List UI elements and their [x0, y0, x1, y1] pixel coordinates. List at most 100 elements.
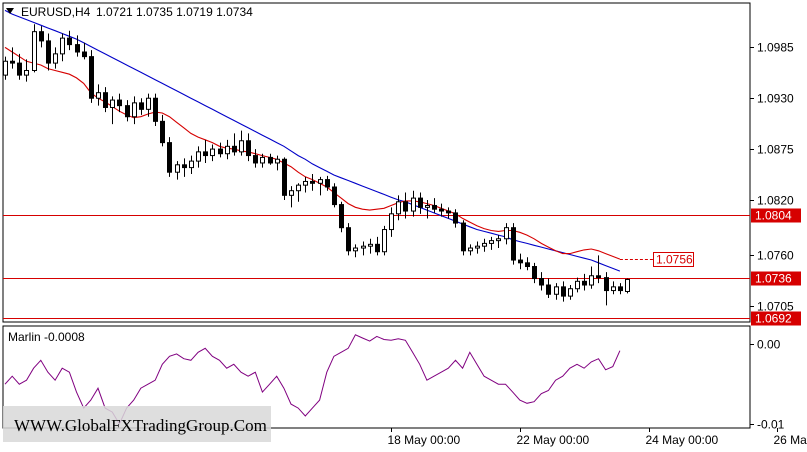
candle[interactable]: [539, 272, 544, 291]
candle[interactable]: [625, 278, 630, 294]
candle[interactable]: [346, 223, 351, 256]
candle[interactable]: [303, 176, 308, 193]
candle[interactable]: [518, 253, 523, 270]
candle[interactable]: [232, 133, 237, 156]
candle[interactable]: [210, 144, 215, 162]
candle[interactable]: [203, 139, 208, 163]
candle[interactable]: [125, 100, 130, 122]
candle[interactable]: [117, 93, 122, 113]
price-tick-label: 1.0760: [757, 249, 794, 263]
candle-body-bear: [75, 44, 80, 53]
candle[interactable]: [10, 47, 15, 69]
candle[interactable]: [189, 155, 194, 175]
candle[interactable]: [368, 238, 373, 254]
candle-body-bear: [525, 262, 530, 268]
candle-body-bear: [17, 62, 22, 76]
candle[interactable]: [382, 225, 387, 256]
candle[interactable]: [175, 161, 180, 180]
candle[interactable]: [339, 201, 344, 233]
candle[interactable]: [75, 35, 80, 57]
candle[interactable]: [418, 192, 423, 214]
candle[interactable]: [361, 241, 366, 256]
candle[interactable]: [439, 203, 444, 217]
candle[interactable]: [225, 139, 230, 160]
candle[interactable]: [89, 50, 94, 103]
candle[interactable]: [196, 146, 201, 168]
candle[interactable]: [39, 26, 44, 48]
candle[interactable]: [182, 158, 187, 177]
candle[interactable]: [411, 190, 416, 217]
candle[interactable]: [132, 96, 137, 125]
candle[interactable]: [403, 192, 408, 219]
candle[interactable]: [525, 257, 530, 271]
candle-body-bear: [539, 278, 544, 286]
candle[interactable]: [103, 87, 108, 113]
candle[interactable]: [475, 241, 480, 254]
candle[interactable]: [396, 195, 401, 221]
candle[interactable]: [296, 183, 301, 202]
candle[interactable]: [153, 93, 158, 126]
candle[interactable]: [110, 96, 115, 125]
candle[interactable]: [446, 207, 451, 219]
candle[interactable]: [310, 174, 315, 191]
candle[interactable]: [246, 133, 251, 162]
candle[interactable]: [253, 149, 258, 168]
candle[interactable]: [146, 93, 151, 117]
candle[interactable]: [3, 56, 8, 80]
candle-body-bear: [268, 156, 273, 164]
candle-body-bear: [10, 60, 15, 64]
candle[interactable]: [554, 283, 559, 300]
candle[interactable]: [618, 283, 623, 295]
candle[interactable]: [318, 176, 323, 196]
candle-body-bear: [125, 105, 130, 118]
candle[interactable]: [160, 114, 165, 147]
candle[interactable]: [239, 130, 244, 156]
candle[interactable]: [532, 262, 537, 284]
candle[interactable]: [596, 255, 601, 284]
candle[interactable]: [24, 59, 29, 82]
candle[interactable]: [432, 198, 437, 213]
candle[interactable]: [260, 153, 265, 168]
candle[interactable]: [453, 209, 458, 228]
candle[interactable]: [511, 223, 516, 265]
candle[interactable]: [96, 84, 101, 106]
candle[interactable]: [468, 244, 473, 256]
candle[interactable]: [82, 42, 87, 60]
candle[interactable]: [268, 153, 273, 165]
candle[interactable]: [546, 278, 551, 298]
candle[interactable]: [139, 98, 144, 115]
candle[interactable]: [53, 47, 58, 69]
collapse-triangle-icon[interactable]: [6, 8, 14, 14]
candle[interactable]: [353, 244, 358, 258]
candle[interactable]: [325, 175, 330, 191]
candle[interactable]: [289, 186, 294, 208]
candle[interactable]: [389, 207, 394, 237]
candle[interactable]: [332, 183, 337, 208]
candle[interactable]: [604, 272, 609, 306]
candle-body-bull: [382, 229, 387, 253]
candle[interactable]: [496, 235, 501, 249]
candle[interactable]: [282, 157, 287, 200]
candle[interactable]: [504, 223, 509, 245]
candle[interactable]: [611, 281, 616, 295]
candle[interactable]: [60, 33, 65, 62]
candle[interactable]: [46, 33, 51, 71]
candle[interactable]: [67, 30, 72, 51]
candle[interactable]: [461, 220, 466, 256]
candle-body-bear: [67, 37, 72, 46]
candle[interactable]: [375, 236, 380, 256]
candle[interactable]: [575, 277, 580, 293]
price-tag-label: 1.0756: [656, 253, 693, 267]
candle[interactable]: [561, 281, 566, 302]
candle[interactable]: [568, 285, 573, 300]
candle[interactable]: [275, 155, 280, 171]
candle[interactable]: [482, 238, 487, 252]
candle[interactable]: [589, 266, 594, 289]
candle[interactable]: [582, 273, 587, 291]
candle[interactable]: [167, 137, 172, 177]
candle[interactable]: [218, 142, 223, 158]
candle[interactable]: [32, 24, 37, 73]
candle[interactable]: [17, 53, 22, 80]
candle[interactable]: [489, 236, 494, 250]
candle[interactable]: [425, 199, 430, 219]
